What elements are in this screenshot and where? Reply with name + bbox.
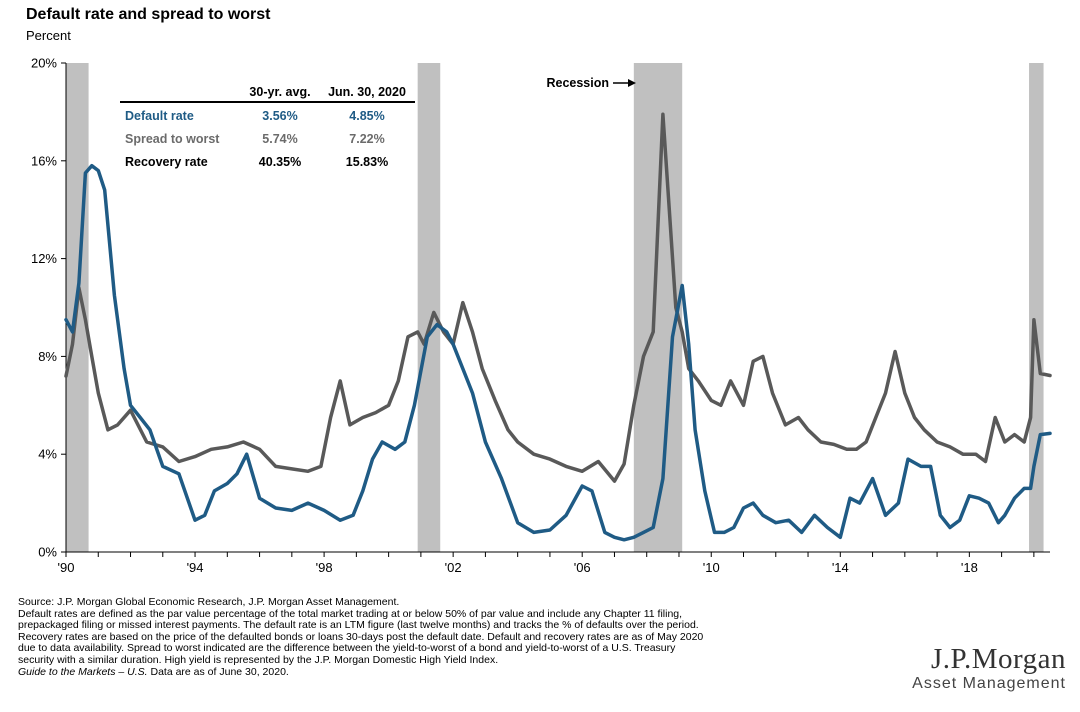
logo-subtitle: Asset Management: [912, 675, 1066, 692]
footnote-line: Recovery rates are based on the price of…: [18, 630, 704, 643]
table-header-avg: 30-yr. avg.: [249, 85, 310, 99]
chart-title: Default rate and spread to worst: [26, 6, 271, 23]
series-lines: [64, 112, 1052, 542]
recession-label: Recession: [546, 76, 609, 90]
footnote-line: prepackaged filing or missed interest pa…: [18, 619, 699, 632]
x-tick-label: '06: [574, 560, 591, 575]
table-row-avg: 40.35%: [259, 155, 301, 169]
footnote: Source: J.P. Morgan Global Economic Rese…: [18, 596, 898, 679]
guide-title: Guide to the Markets – U.S.: [18, 665, 148, 678]
table-row-avg: 5.74%: [262, 132, 297, 146]
x-tick-label: '18: [961, 560, 978, 575]
recession-band: [417, 63, 441, 552]
axes: 0% 4% 8% 12% 16% 20% '90 '94 '98 '02 '06 '10 '14 '18: [31, 56, 1050, 575]
y-tick-label: 4%: [38, 447, 57, 462]
recession-arrow-head: [628, 79, 636, 87]
table-row-label: Recovery rate: [125, 155, 208, 169]
y-tick-label: 12%: [31, 251, 57, 266]
footnote-line: due to data availability. Spread to wors…: [18, 642, 676, 655]
table-row-label: Spread to worst: [125, 132, 220, 146]
y-tick-label: 8%: [38, 349, 57, 364]
stats-table: 30-yr. avg. Jun. 30, 2020 Default rate 3.56…: [120, 85, 415, 169]
y-tick-label: 0%: [38, 545, 57, 560]
table-row-label: Default rate: [125, 109, 194, 123]
recession-band: [1029, 63, 1044, 552]
x-tick-label: '94: [187, 560, 204, 575]
y-tick-label: 20%: [31, 56, 57, 71]
chart-subtitle: Percent: [26, 28, 71, 43]
table-row-avg: 3.56%: [262, 109, 297, 123]
series-line-default-rate: [64, 163, 1052, 542]
x-tick-label: '90: [58, 560, 75, 575]
footnote-line: Source: J.P. Morgan Global Economic Rese…: [18, 596, 400, 608]
x-tick-label: '02: [445, 560, 462, 575]
recession-bands: [66, 63, 1044, 552]
x-tick-label: '98: [316, 560, 333, 575]
table-row-current: 7.22%: [349, 132, 384, 146]
x-tick-label: '10: [703, 560, 720, 575]
footnote-guide-line: Guide to the Markets – U.S. Data are as …: [18, 665, 898, 679]
footnote-line: security with a similar duration. High y…: [18, 653, 499, 666]
footnote-line: Default rates are defined as the par val…: [18, 607, 683, 620]
x-tick-label: '14: [832, 560, 849, 575]
jpmorgan-logo: J.P.Morgan Asset Management: [912, 644, 1066, 694]
chart: 0%4%8%12%16%20%'90'94'98'02'06'10'14'18 …: [31, 56, 1052, 575]
table-row-current: 15.83%: [346, 155, 388, 169]
guide-date: Data are as of June 30, 2020.: [147, 665, 289, 678]
series-line-spread-to-worst: [64, 112, 1052, 483]
table-header-current: Jun. 30, 2020: [328, 85, 406, 99]
table-row-current: 4.85%: [349, 109, 384, 123]
y-tick-label: 16%: [31, 153, 57, 168]
logo-wordmark: J.P.Morgan: [931, 643, 1066, 675]
annotations: Recession: [546, 76, 636, 90]
